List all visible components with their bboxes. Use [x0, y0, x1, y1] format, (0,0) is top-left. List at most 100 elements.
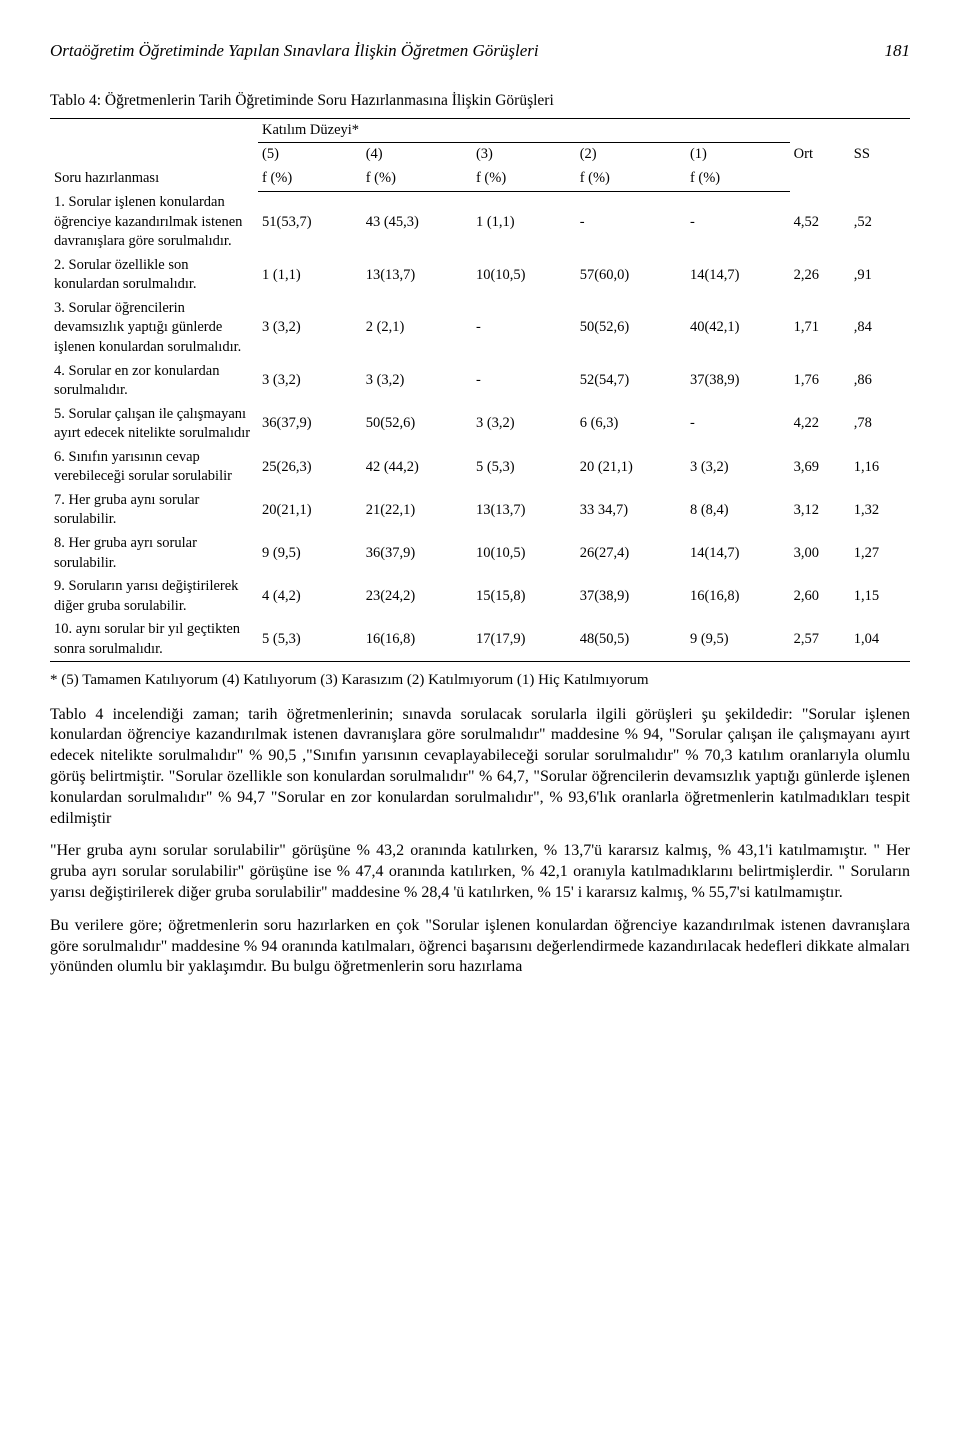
- table-cell: -: [472, 297, 576, 360]
- table-cell: 16(16,8): [362, 618, 472, 662]
- table-cell: 20(21,1): [258, 489, 362, 532]
- table-row-question: 6. Sınıfın yarısının cevap verebileceği …: [50, 446, 258, 489]
- table-cell: 3 (3,2): [362, 360, 472, 403]
- table-cell: 3 (3,2): [472, 403, 576, 446]
- table-cell: 43 (45,3): [362, 191, 472, 254]
- table-cell: 1,15: [850, 575, 910, 618]
- table-cell: -: [472, 360, 576, 403]
- table-cell: 2,26: [790, 254, 850, 297]
- ort-header: Ort: [790, 118, 850, 191]
- table-cell: 4 (4,2): [258, 575, 362, 618]
- col-sub: f (%): [686, 167, 790, 191]
- table-cell: 2 (2,1): [362, 297, 472, 360]
- table-cell: 1,04: [850, 618, 910, 662]
- table-cell: 3,12: [790, 489, 850, 532]
- table-cell: 10(10,5): [472, 532, 576, 575]
- table-cell: 14(14,7): [686, 532, 790, 575]
- table-cell: ,91: [850, 254, 910, 297]
- table-row-question: 9. Soruların yarısı değiştirilerek diğer…: [50, 575, 258, 618]
- table-cell: ,84: [850, 297, 910, 360]
- table-cell: 3 (3,2): [258, 360, 362, 403]
- table-cell: 36(37,9): [362, 532, 472, 575]
- table-cell: 9 (9,5): [686, 618, 790, 662]
- table-cell: 10(10,5): [472, 254, 576, 297]
- table-row-question: 4. Sorular en zor konulardan sorulmalıdı…: [50, 360, 258, 403]
- table-cell: 13(13,7): [472, 489, 576, 532]
- table-cell: 51(53,7): [258, 191, 362, 254]
- table-cell: 4,52: [790, 191, 850, 254]
- page-number: 181: [885, 40, 911, 63]
- table-cell: 4,22: [790, 403, 850, 446]
- table-cell: -: [576, 191, 686, 254]
- table-cell: ,78: [850, 403, 910, 446]
- col-level: (1): [686, 143, 790, 167]
- table-cell: 1,71: [790, 297, 850, 360]
- table-cell: 14(14,7): [686, 254, 790, 297]
- table-cell: 25(26,3): [258, 446, 362, 489]
- table-cell: 1,27: [850, 532, 910, 575]
- table-row-question: 7. Her gruba aynı sorular sorulabilir.: [50, 489, 258, 532]
- table-cell: 3,00: [790, 532, 850, 575]
- table-cell: 13(13,7): [362, 254, 472, 297]
- table-cell: 1,32: [850, 489, 910, 532]
- table-row-question: 1. Sorular işlenen konulardan öğrenciye …: [50, 191, 258, 254]
- table-cell: 5 (5,3): [258, 618, 362, 662]
- table-cell: 3,69: [790, 446, 850, 489]
- table-row-question: 2. Sorular özellikle son konulardan soru…: [50, 254, 258, 297]
- col-level: (4): [362, 143, 472, 167]
- table-cell: 23(24,2): [362, 575, 472, 618]
- question-header: Soru hazırlanması: [50, 118, 258, 191]
- table-cell: 8 (8,4): [686, 489, 790, 532]
- table-cell: 50(52,6): [362, 403, 472, 446]
- col-sub: f (%): [472, 167, 576, 191]
- table-cell: -: [686, 191, 790, 254]
- table-row-question: 3. Sorular öğrencilerin devamsızlık yapt…: [50, 297, 258, 360]
- running-title: Ortaöğretim Öğretiminde Yapılan Sınavlar…: [50, 40, 539, 63]
- table-cell: 15(15,8): [472, 575, 576, 618]
- col-sub: f (%): [258, 167, 362, 191]
- col-level: (5): [258, 143, 362, 167]
- table-cell: 52(54,7): [576, 360, 686, 403]
- table-cell: 20 (21,1): [576, 446, 686, 489]
- table-cell: 37(38,9): [576, 575, 686, 618]
- table-cell: 9 (9,5): [258, 532, 362, 575]
- table-cell: 48(50,5): [576, 618, 686, 662]
- table-cell: 17(17,9): [472, 618, 576, 662]
- table-cell: 3 (3,2): [258, 297, 362, 360]
- table-cell: 40(42,1): [686, 297, 790, 360]
- data-table: Soru hazırlanması Katılım Düzeyi* Ort SS…: [50, 118, 910, 663]
- table-cell: 1 (1,1): [472, 191, 576, 254]
- table-row-question: 10. aynı sorular bir yıl geçtikten sonra…: [50, 618, 258, 662]
- table-cell: 3 (3,2): [686, 446, 790, 489]
- body-paragraph: Bu verilere göre; öğretmenlerin soru haz…: [50, 916, 910, 978]
- table-cell: 5 (5,3): [472, 446, 576, 489]
- table-cell: 16(16,8): [686, 575, 790, 618]
- table-cell: 42 (44,2): [362, 446, 472, 489]
- table-cell: 1,16: [850, 446, 910, 489]
- table-cell: 57(60,0): [576, 254, 686, 297]
- table-cell: ,52: [850, 191, 910, 254]
- ss-header: SS: [850, 118, 910, 191]
- table-cell: 50(52,6): [576, 297, 686, 360]
- table-row-question: 5. Sorular çalışan ile çalışmayanı ayırt…: [50, 403, 258, 446]
- col-sub: f (%): [576, 167, 686, 191]
- page-header: Ortaöğretim Öğretiminde Yapılan Sınavlar…: [50, 40, 910, 63]
- body-paragraph: Tablo 4 incelendiği zaman; tarih öğretme…: [50, 705, 910, 830]
- body-paragraph: "Her gruba aynı sorular sorulabilir" gör…: [50, 841, 910, 903]
- katilim-header: Katılım Düzeyi*: [258, 118, 790, 143]
- table-cell: 2,57: [790, 618, 850, 662]
- table-cell: 37(38,9): [686, 360, 790, 403]
- col-level: (3): [472, 143, 576, 167]
- table-cell: 21(22,1): [362, 489, 472, 532]
- table-cell: ,86: [850, 360, 910, 403]
- table-cell: 1 (1,1): [258, 254, 362, 297]
- table-cell: 2,60: [790, 575, 850, 618]
- col-sub: f (%): [362, 167, 472, 191]
- table-cell: -: [686, 403, 790, 446]
- table-cell: 33 34,7): [576, 489, 686, 532]
- table-cell: 36(37,9): [258, 403, 362, 446]
- table-cell: 6 (6,3): [576, 403, 686, 446]
- table-row-question: 8. Her gruba ayrı sorular sorulabilir.: [50, 532, 258, 575]
- table-title: Tablo 4: Öğretmenlerin Tarih Öğretiminde…: [50, 91, 910, 112]
- col-level: (2): [576, 143, 686, 167]
